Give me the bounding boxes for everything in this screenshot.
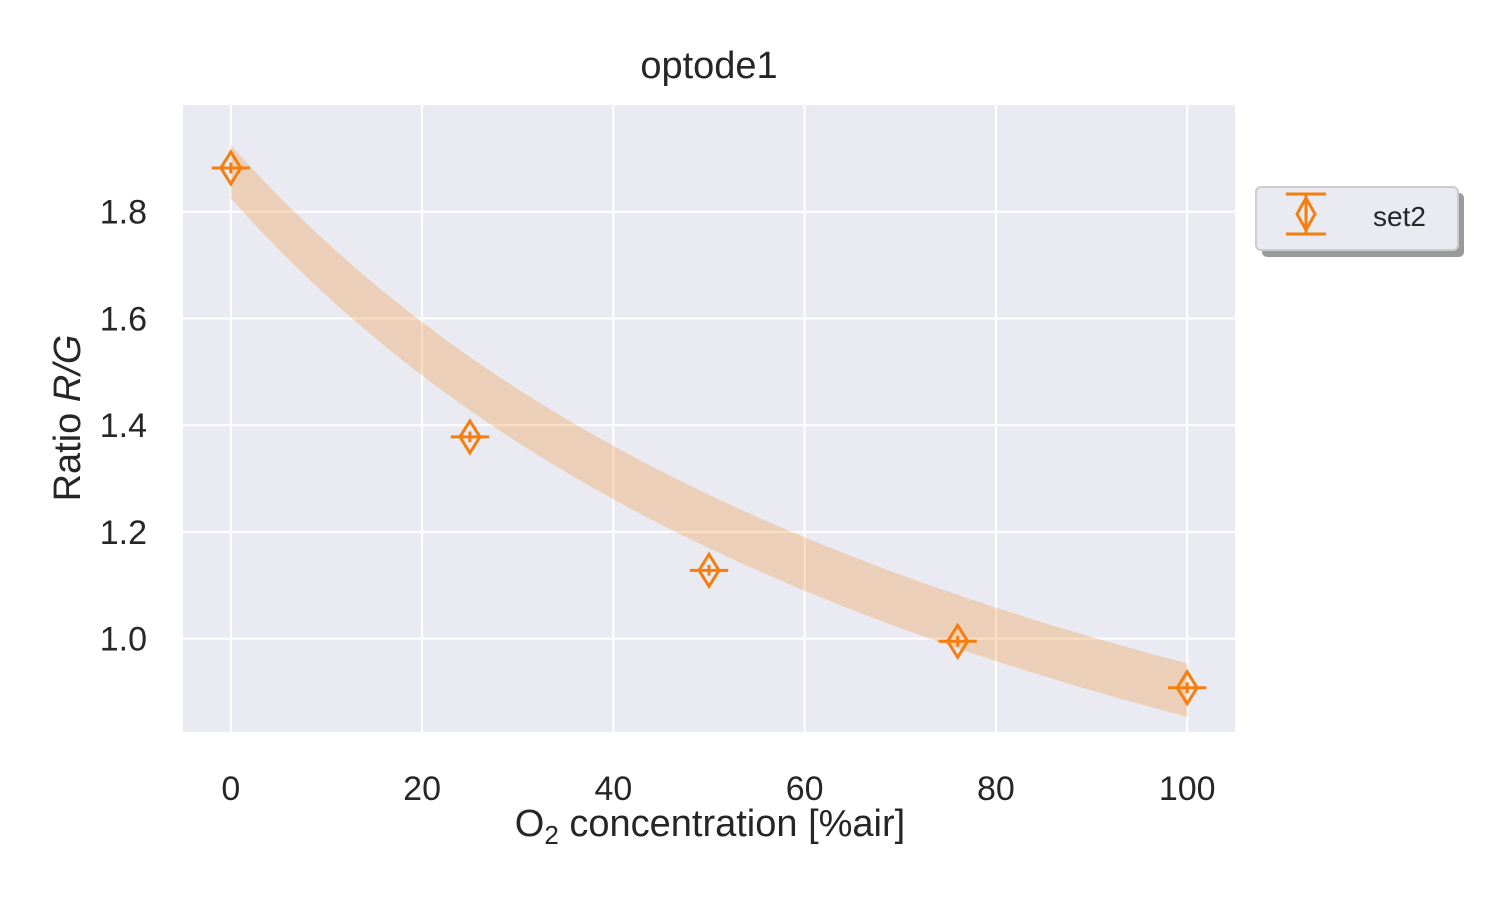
diamond-marker [945,622,970,661]
y-tick-label: 1.0 [100,621,147,659]
data-point-0-0 [211,149,250,187]
legend-box [1255,186,1459,251]
x-tick-label: 60 [786,770,824,808]
y-axis-label-prefix: Ratio [47,402,89,501]
data-point-0-1 [450,418,490,456]
y-axis-label: Ratio R/G [47,335,89,502]
y-tick-label: 1.8 [100,194,147,232]
x-tick-label: 80 [977,770,1015,808]
x-tick-label: 40 [594,770,632,808]
diamond-marker [1175,668,1199,707]
data-point-0-2 [689,551,729,590]
x-tick-labels: 0 20 40 60 80 100 [221,770,1215,808]
x-axis-label-suffix: concentration [%air] [559,803,905,845]
x-axis-label: O2 concentration [%air] [515,803,905,850]
data-point-0-4 [1168,668,1207,707]
legend-marker-set2 [1286,192,1326,236]
x-tick-label: 100 [1159,770,1216,808]
x-axis-label-prefix: O [515,803,545,845]
data-point-0-3 [938,622,977,661]
fit-band [230,145,1188,717]
x-axis-label-subscript: 2 [544,820,558,850]
plot-area [183,105,1235,732]
fit-band-layer [230,145,1188,717]
diamond-marker [458,418,482,456]
x-tick-label: 20 [403,770,441,808]
y-tick-label: 1.6 [100,300,147,338]
y-axis-label-italic: R/G [47,335,89,403]
data-points-layer [211,149,1207,707]
legend-diamond-icon [1295,194,1317,234]
diamond-marker [219,149,243,187]
grid-lines [183,105,1235,732]
y-tick-label: 1.4 [100,407,147,445]
legend-label-set2: set2 [1373,201,1426,232]
y-tick-label: 1.2 [100,514,147,552]
x-tick-label: 0 [221,770,240,808]
legend: set2 [1255,186,1464,257]
chart-title: optode1 [640,45,777,87]
y-tick-labels: 1.0 1.2 1.4 1.6 1.8 [100,194,147,659]
diamond-marker [697,551,721,590]
